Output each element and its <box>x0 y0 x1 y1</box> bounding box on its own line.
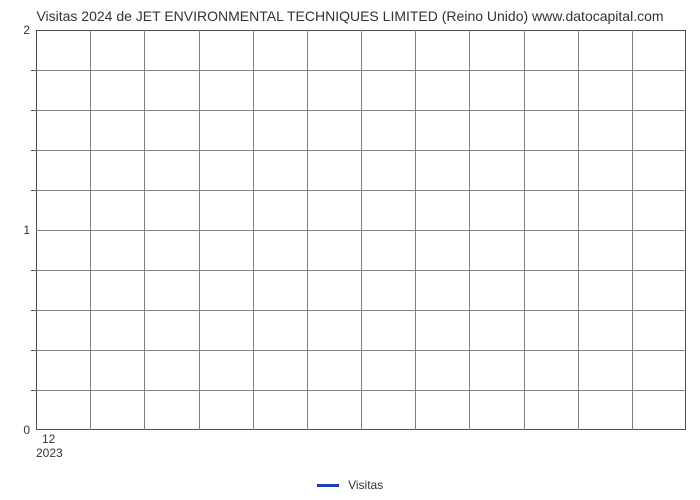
grid-line-vertical <box>469 30 470 430</box>
grid-line-vertical <box>632 30 633 430</box>
grid-line-vertical <box>415 30 416 430</box>
grid-line-vertical <box>524 30 525 430</box>
y-tick-label: 2 <box>23 23 30 37</box>
grid-line-vertical <box>144 30 145 430</box>
grid-line-vertical <box>199 30 200 430</box>
grid-line-vertical <box>578 30 579 430</box>
legend-swatch <box>317 484 339 487</box>
y-minor-tick <box>31 270 36 271</box>
x-sub-label: 2023 <box>36 446 63 460</box>
y-minor-tick <box>31 70 36 71</box>
y-tick-label: 0 <box>23 423 30 437</box>
x-tick-label: 12 <box>42 432 55 446</box>
y-minor-tick <box>31 390 36 391</box>
y-minor-tick <box>31 350 36 351</box>
grid-line-vertical <box>361 30 362 430</box>
chart-title: Visitas 2024 de JET ENVIRONMENTAL TECHNI… <box>0 8 700 24</box>
legend-label: Visitas <box>348 478 383 492</box>
grid-line-vertical <box>90 30 91 430</box>
y-minor-tick <box>31 190 36 191</box>
y-minor-tick <box>31 150 36 151</box>
chart-container: Visitas 2024 de JET ENVIRONMENTAL TECHNI… <box>0 0 700 500</box>
grid-line-vertical <box>307 30 308 430</box>
grid-line-vertical <box>253 30 254 430</box>
y-tick-label: 1 <box>23 223 30 237</box>
chart-legend: Visitas <box>0 477 700 492</box>
y-minor-tick <box>31 310 36 311</box>
y-minor-tick <box>31 110 36 111</box>
